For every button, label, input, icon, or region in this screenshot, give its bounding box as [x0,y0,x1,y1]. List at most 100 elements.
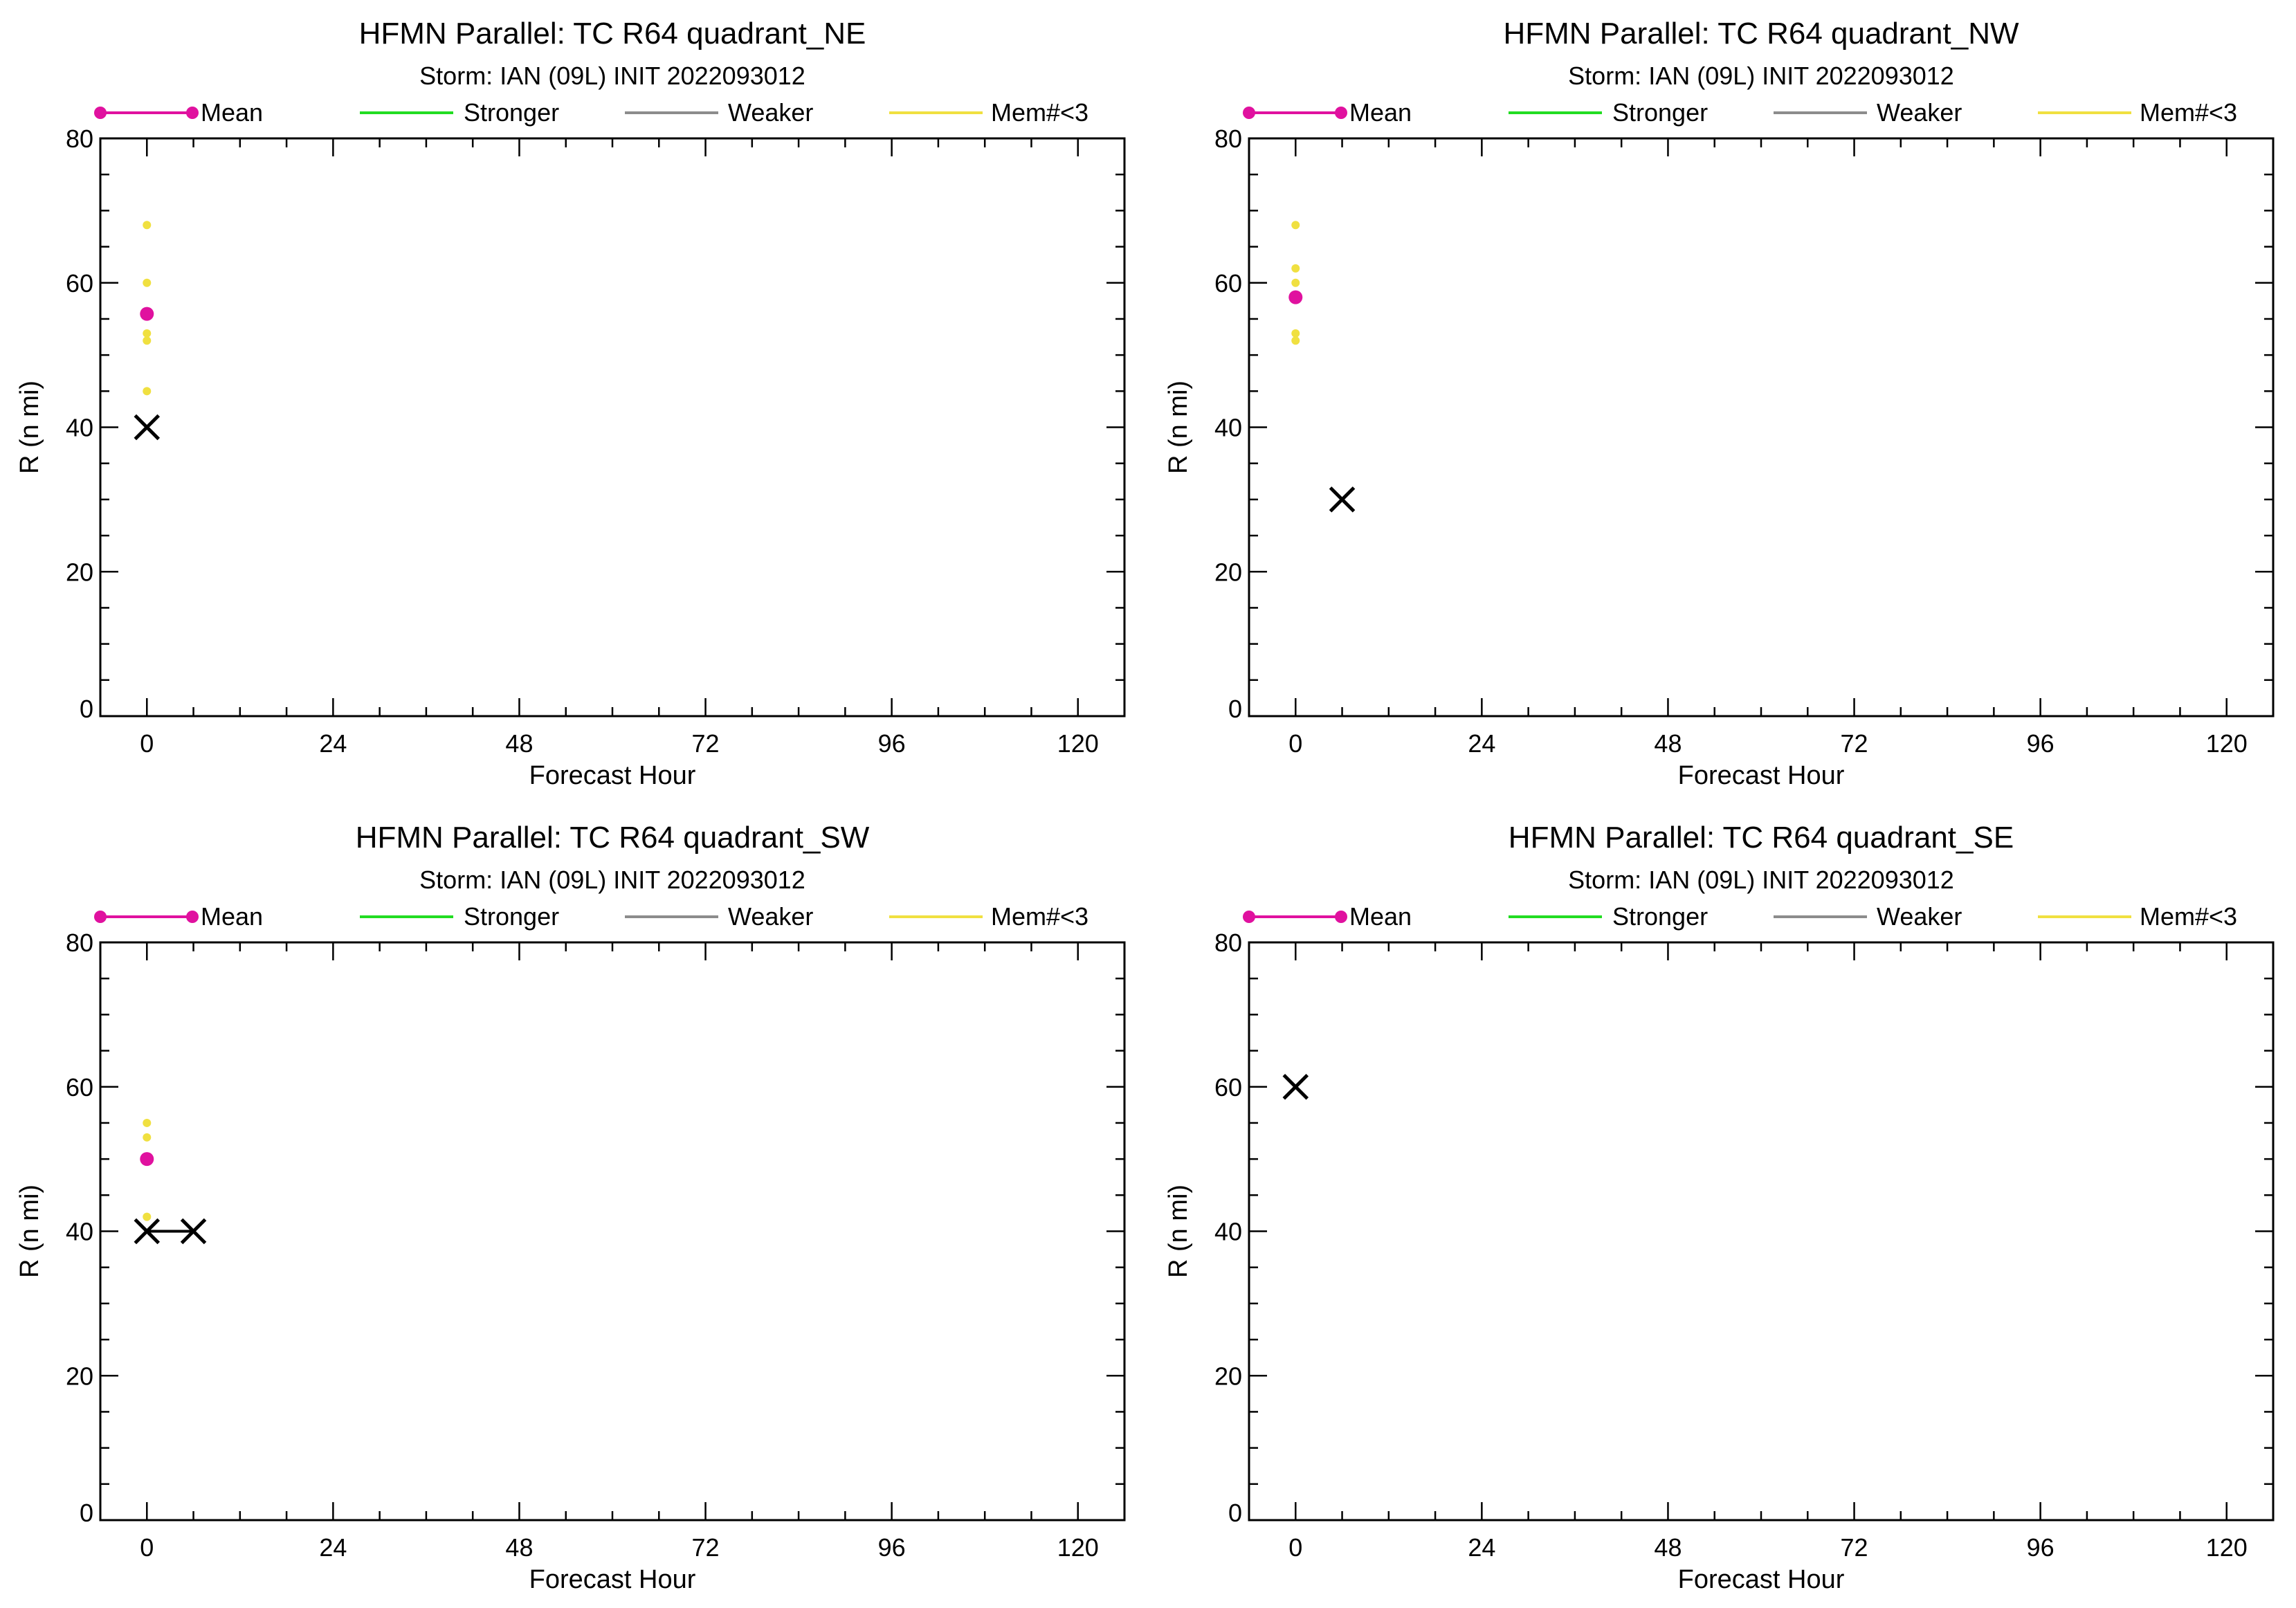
x-axis-label: Forecast Hour [1678,761,1845,790]
x-axis-label: Forecast Hour [529,761,696,790]
legend-label-stronger: Stronger [464,902,559,931]
y-axis-label: R (n mi) [15,381,44,474]
x-tick-label: 0 [1288,729,1302,758]
x-tick-label: 48 [1654,1533,1682,1562]
mean-series [1288,290,1303,304]
x-tick-label: 0 [140,729,154,758]
x-tick-label: 96 [878,1533,906,1562]
y-tick-label: 0 [80,1499,93,1527]
y-tick-label: 60 [66,1073,93,1102]
chart-subtitle: Storm: IAN (09L) INIT 2022093012 [419,866,805,894]
y-tick-label: 0 [1228,1499,1242,1527]
x-tick-label: 72 [692,729,720,758]
x-tick-label: 24 [319,729,347,758]
y-tick-label: 40 [1214,1218,1242,1246]
member-point [143,387,152,396]
chart-legend: Mean Stronger Weaker Mem#<3 [94,98,1088,127]
member-point [1291,329,1300,338]
observed-series [1329,486,1356,513]
member-point [1291,278,1300,287]
observed-cross-point [1282,1073,1309,1100]
legend-swatch-mean-dot-start [1243,911,1255,923]
legend-label-stronger: Stronger [464,98,559,127]
x-axis-label: Forecast Hour [529,1565,696,1594]
y-tick-label: 40 [1214,414,1242,442]
chart-subtitle: Storm: IAN (09L) INIT 2022093012 [1568,866,1954,894]
y-tick-label: 0 [80,695,93,723]
legend-label-members: Mem#<3 [2140,98,2237,127]
member-point [143,221,152,230]
x-tick-label: 48 [505,729,533,758]
chart-panel-3: HFMN Parallel: TC R64 quadrant_SW Storm: … [15,821,1126,1594]
mean-point [140,307,154,321]
x-tick-label: 24 [319,1533,347,1562]
y-tick-label: 60 [66,269,93,298]
legend-label-members: Mem#<3 [2140,902,2237,931]
x-tick-label: 72 [1841,1533,1868,1562]
chart-legend: Mean Stronger Weaker Mem#<3 [94,902,1088,931]
chart-panel-1: HFMN Parallel: TC R64 quadrant_NE Storm: … [15,17,1126,790]
legend-swatch-mean-dot-start [94,107,107,119]
legend-label-mean: Mean [1349,902,1412,931]
mean-series [140,1152,154,1167]
legend-swatch-mean-dot-start [94,911,107,923]
legend-label-weaker: Weaker [1877,98,1962,127]
y-tick-label: 20 [1214,1362,1242,1390]
chart-title: HFMN Parallel: TC R64 quadrant_NE [359,17,866,51]
y-tick-label: 20 [66,558,93,586]
member-point [143,336,152,345]
observed-cross-point [1329,486,1356,513]
y-axis-label: R (n mi) [1164,1185,1193,1278]
x-tick-label: 120 [1057,1533,1099,1562]
chart-legend: Mean Stronger Weaker Mem#<3 [1243,98,2237,127]
members-series [143,1118,152,1221]
legend-label-mean: Mean [201,902,263,931]
x-tick-label: 0 [140,1533,154,1562]
y-tick-label: 80 [1214,125,1242,153]
chart-title: HFMN Parallel: TC R64 quadrant_SW [356,821,870,855]
legend-label-members: Mem#<3 [991,902,1088,931]
x-tick-label: 120 [1057,729,1099,758]
member-point [1291,221,1300,230]
y-tick-label: 40 [66,1218,93,1246]
members-series [1291,221,1300,345]
chart-panel-2: HFMN Parallel: TC R64 quadrant_NW Storm: … [1164,17,2275,790]
legend-swatch-mean-dot-end [186,911,199,923]
y-tick-label: 80 [66,929,93,957]
chart-title: HFMN Parallel: TC R64 quadrant_SE [1509,821,2014,855]
plot-frame [1248,137,2275,718]
x-axis-label: Forecast Hour [1678,1565,1845,1594]
member-point [1291,264,1300,273]
mean-series [140,307,154,321]
legend-label-weaker: Weaker [728,98,813,127]
plot-frame [99,941,1126,1522]
chart-title: HFMN Parallel: TC R64 quadrant_NW [1504,17,2019,51]
y-tick-label: 60 [1214,1073,1242,1102]
legend-swatch-mean-dot-end [1335,107,1347,119]
x-tick-label: 72 [1841,729,1868,758]
legend-label-stronger: Stronger [1612,98,1708,127]
member-point [143,1212,152,1221]
observed-cross-point [134,1218,161,1245]
y-tick-label: 20 [66,1362,93,1390]
chart-panel-4: HFMN Parallel: TC R64 quadrant_SE Storm: … [1164,821,2275,1594]
observed-cross-point [180,1218,207,1245]
x-tick-label: 120 [2206,729,2248,758]
member-point [143,278,152,287]
y-tick-label: 80 [1214,929,1242,957]
observed-series [134,414,161,441]
x-tick-label: 72 [692,1533,720,1562]
x-tick-label: 48 [505,1533,533,1562]
y-axis-label: R (n mi) [1164,381,1193,474]
legend-label-weaker: Weaker [1877,902,1962,931]
legend-swatch-mean-dot-end [186,107,199,119]
legend-label-members: Mem#<3 [991,98,1088,127]
y-tick-label: 0 [1228,695,1242,723]
x-tick-label: 24 [1468,729,1495,758]
chart-legend: Mean Stronger Weaker Mem#<3 [1243,902,2237,931]
x-tick-label: 120 [2206,1533,2248,1562]
y-tick-label: 20 [1214,558,1242,586]
mean-point [1288,290,1303,304]
observed-series [134,1218,207,1245]
